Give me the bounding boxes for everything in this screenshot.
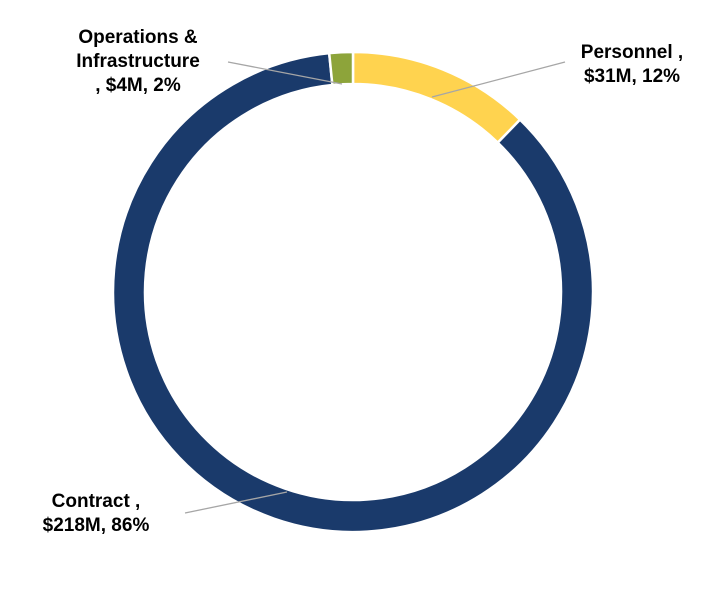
data-label-line: Contract , bbox=[52, 491, 141, 512]
data-label-contract: Contract , $218M, 86% bbox=[43, 491, 150, 536]
data-label-line: $31M, 12% bbox=[584, 66, 680, 87]
leader-line-operations-infrastructure bbox=[227, 61, 343, 85]
leader-line-personnel bbox=[431, 61, 566, 98]
data-label-line: Operations & bbox=[78, 27, 198, 48]
data-label-personnel: Personnel , $31M, 12% bbox=[581, 42, 683, 87]
leader-line-contract bbox=[184, 491, 288, 514]
data-label-operations-infrastructure: Operations & Infrastructure , $4M, 2% bbox=[76, 27, 200, 96]
donut-slices bbox=[111, 50, 595, 534]
slice-personnel bbox=[351, 50, 522, 145]
leader-lines bbox=[184, 61, 566, 514]
data-label-line: Infrastructure bbox=[76, 51, 200, 72]
slice-operations-infrastructure bbox=[327, 50, 355, 87]
data-labels: Personnel , $31M, 12% Contract , $218M, 86%… bbox=[43, 27, 684, 536]
slice-contract bbox=[111, 51, 595, 534]
data-label-line: $218M, 86% bbox=[43, 515, 150, 536]
data-label-line: , $4M, 2% bbox=[95, 75, 181, 96]
data-label-line: Personnel , bbox=[581, 42, 683, 63]
